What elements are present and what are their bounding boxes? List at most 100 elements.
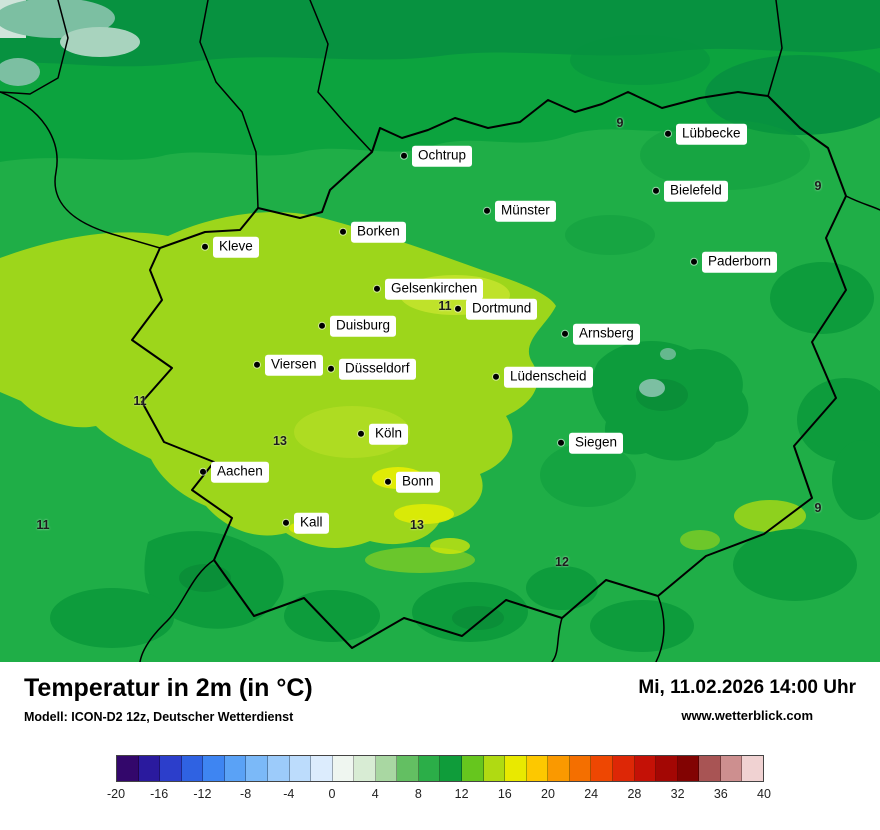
legend-color-segment: [375, 756, 398, 781]
city-dot-icon: [484, 207, 490, 214]
valid-datetime: Mi, 11.02.2026 14:00 Uhr: [638, 677, 856, 698]
city-label: Münster: [495, 200, 556, 222]
legend-color-segment: [418, 756, 441, 781]
legend-color-segment: [311, 756, 333, 781]
legend-bar: [116, 755, 764, 782]
city-label: Ochtrup: [412, 145, 473, 167]
city-dot-icon: [558, 439, 564, 446]
footer-left: Temperatur in 2m (in °C) Modell: ICON-D2…: [24, 674, 313, 723]
temperature-value: 9: [616, 116, 624, 130]
temperature-value: 12: [555, 555, 569, 569]
city-marker: Borken: [340, 221, 406, 243]
city-dot-icon: [562, 330, 568, 337]
city-label: Gelsenkirchen: [385, 278, 484, 300]
city-marker: Bielefeld: [653, 180, 728, 202]
city-dot-icon: [385, 478, 391, 485]
map-title: Temperatur in 2m (in °C): [24, 674, 313, 702]
city-dot-icon: [328, 365, 334, 372]
city-label: Arnsberg: [573, 323, 640, 345]
city-marker: Münster: [484, 200, 556, 222]
city-dot-icon: [493, 373, 499, 380]
legend-tick-label: 28: [627, 787, 642, 801]
city-marker: Duisburg: [319, 315, 397, 337]
legend-color-segment: [354, 756, 376, 781]
legend-color-segment: [440, 756, 462, 781]
legend-color-segment: [462, 756, 484, 781]
city-dot-icon: [358, 430, 364, 437]
legend-tick-label: 8: [414, 787, 422, 801]
legend-color-segment: [397, 756, 419, 781]
temperature-value: 11: [438, 299, 452, 313]
city-marker: Arnsberg: [562, 323, 640, 345]
legend-color-segment: [181, 756, 204, 781]
legend-color-segment: [591, 756, 613, 781]
legend-color-segment: [569, 756, 592, 781]
legend-color-segment: [224, 756, 247, 781]
temperature-map: Ochtrup Lübbecke Münster Bielefeld Borken Kle…: [0, 0, 880, 662]
legend-tick-label: 40: [757, 787, 771, 801]
legend-color-segment: [505, 756, 527, 781]
legend-tick-label: -20: [106, 787, 126, 801]
legend-color-segment: [483, 756, 506, 781]
legend-ticks: -20 -16 -12 -8 -4 0 4 8 12 16 20 24 28 32 36 40: [107, 787, 771, 805]
city-label: Dortmund: [466, 298, 538, 320]
city-label: Duisburg: [330, 315, 397, 337]
temperature-value: 13: [273, 434, 287, 448]
city-label: Lübbecke: [676, 123, 747, 145]
city-label: Bielefeld: [664, 180, 728, 202]
city-dot-icon: [254, 361, 260, 368]
city-marker: Köln: [358, 423, 409, 445]
city-label: Kleve: [213, 236, 259, 258]
temperature-legend: -20 -16 -12 -8 -4 0 4 8 12 16 20 24 28 32 36 40: [107, 755, 771, 805]
legend-color-segment: [267, 756, 290, 781]
city-dot-icon: [202, 243, 208, 250]
city-marker: Dortmund: [455, 298, 538, 320]
city-marker: Lübbecke: [665, 123, 747, 145]
city-label: Borken: [351, 221, 406, 243]
map-overlay: Ochtrup Lübbecke Münster Bielefeld Borken Kle…: [36, 116, 822, 569]
city-dot-icon: [653, 187, 659, 194]
temperature-value: 9: [814, 179, 822, 193]
temperature-value: 11: [133, 394, 147, 408]
city-dot-icon: [340, 228, 346, 235]
legend-tick-label: 24: [584, 787, 599, 801]
legend-tick-label: 36: [713, 787, 728, 801]
city-marker: Paderborn: [691, 251, 778, 273]
city-dot-icon: [455, 305, 461, 312]
legend-color-segment: [289, 756, 312, 781]
city-label: Bonn: [396, 471, 440, 493]
legend-tick-label: -16: [150, 787, 169, 801]
temperature-value: 11: [36, 518, 50, 532]
city-marker: Viersen: [254, 354, 323, 376]
city-label: Düsseldorf: [339, 358, 416, 380]
legend-color-segment: [160, 756, 182, 781]
legend-color-segment: [634, 756, 657, 781]
city-label: Siegen: [569, 432, 624, 454]
city-marker: Kall: [283, 512, 329, 534]
legend-tick-label: 20: [541, 787, 555, 801]
legend-color-segment: [548, 756, 570, 781]
city-marker: Lüdenscheid: [493, 366, 593, 388]
legend-color-segment: [138, 756, 161, 781]
temperature-value: 9: [814, 501, 822, 515]
city-label: Aachen: [211, 461, 269, 483]
legend-tick-label: 32: [670, 787, 685, 801]
city-dot-icon: [665, 130, 671, 137]
city-marker: Ochtrup: [401, 145, 473, 167]
legend-tick-label: -8: [240, 787, 252, 801]
legend-color-segment: [677, 756, 700, 781]
city-dot-icon: [401, 152, 407, 159]
city-dot-icon: [691, 258, 697, 265]
legend-tick-label: 0: [328, 787, 336, 801]
city-marker: Siegen: [558, 432, 624, 454]
city-label: Köln: [369, 423, 409, 445]
map-border-lines: [0, 0, 880, 662]
city-marker: Gelsenkirchen: [374, 278, 484, 300]
legend-tick-label: -12: [193, 787, 212, 801]
legend-color-segment: [332, 756, 355, 781]
legend-tick-label: 12: [454, 787, 469, 801]
city-marker: Bonn: [385, 471, 440, 493]
city-label: Paderborn: [702, 251, 778, 273]
city-dot-icon: [319, 322, 325, 329]
